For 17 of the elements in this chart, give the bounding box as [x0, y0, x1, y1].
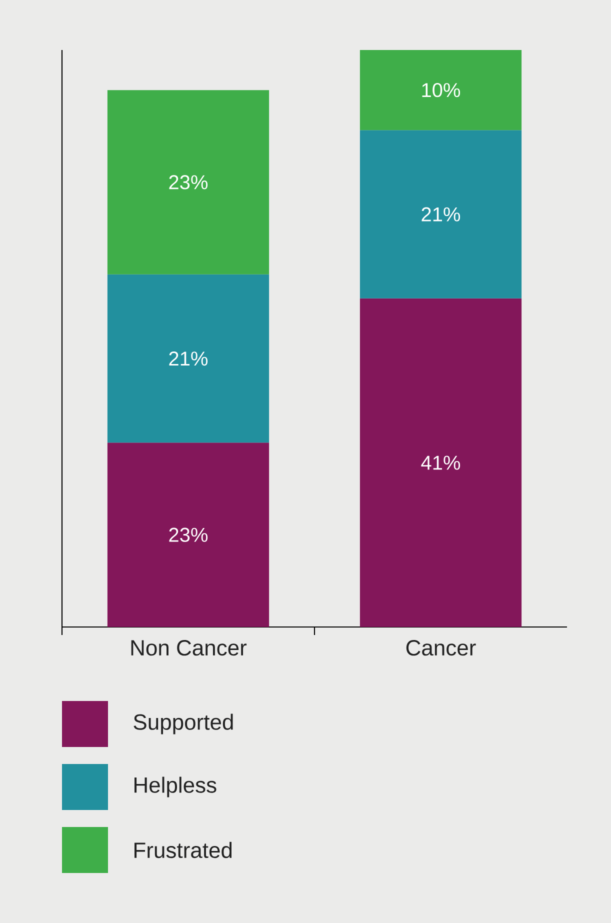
data-label: 23%: [169, 175, 208, 190]
data-label: 41%: [421, 456, 460, 470]
data-label: 10%: [422, 82, 460, 98]
legend-label: Frustrated: [134, 842, 232, 858]
bar: [107, 274, 270, 443]
data-label: 23%: [169, 528, 208, 542]
x-tick-label: Non Cancer: [131, 640, 247, 656]
bar: [107, 90, 270, 274]
legend-label: Helpless: [134, 776, 216, 798]
bar: [360, 298, 522, 627]
data-label: 21%: [422, 207, 460, 222]
bar: [360, 130, 522, 298]
legend-label: Supported: [134, 714, 233, 734]
bar: [107, 442, 270, 627]
bar: [360, 50, 522, 130]
x-tick-label: Cancer: [406, 640, 476, 656]
data-label: 21%: [169, 351, 208, 366]
